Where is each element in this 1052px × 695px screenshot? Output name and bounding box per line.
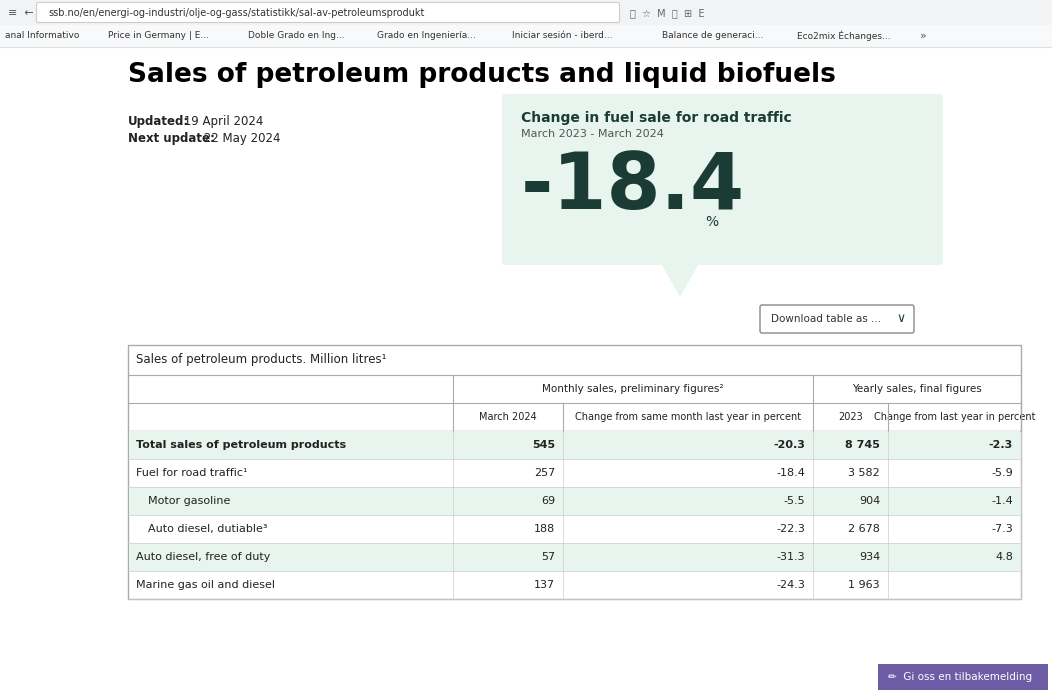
Polygon shape	[660, 262, 700, 297]
Text: 904: 904	[858, 496, 881, 506]
Text: -18.4: -18.4	[776, 468, 805, 478]
Text: Change from same month last year in percent: Change from same month last year in perc…	[575, 412, 801, 422]
FancyBboxPatch shape	[760, 305, 914, 333]
Text: Change in fuel sale for road traffic: Change in fuel sale for road traffic	[521, 111, 792, 125]
Text: 257: 257	[533, 468, 555, 478]
Text: ∨: ∨	[896, 313, 905, 325]
Text: 137: 137	[533, 580, 555, 590]
Text: ≡  ←: ≡ ←	[8, 8, 34, 18]
Text: 69: 69	[541, 496, 555, 506]
Text: -1.4: -1.4	[991, 496, 1013, 506]
Text: Updated:: Updated:	[128, 115, 189, 128]
Text: Next update:: Next update:	[128, 132, 215, 145]
Text: Download table as ...: Download table as ...	[771, 314, 882, 324]
Text: 3 582: 3 582	[848, 468, 881, 478]
Text: 2 678: 2 678	[848, 524, 881, 534]
Text: 19 April 2024: 19 April 2024	[180, 115, 263, 128]
Text: Yearly sales, final figures: Yearly sales, final figures	[852, 384, 982, 394]
Text: 188: 188	[533, 524, 555, 534]
Text: March 2024: March 2024	[479, 412, 537, 422]
Text: »: »	[920, 31, 927, 41]
Text: March 2023 - March 2024: March 2023 - March 2024	[521, 129, 664, 139]
Text: anal Informativo: anal Informativo	[5, 31, 79, 40]
FancyBboxPatch shape	[0, 25, 1052, 47]
Text: Price in Germany | E...: Price in Germany | E...	[107, 31, 208, 40]
Text: Sales of petroleum products. Million litres¹: Sales of petroleum products. Million lit…	[136, 354, 386, 366]
Text: 934: 934	[858, 552, 881, 562]
Text: %: %	[705, 215, 719, 229]
FancyBboxPatch shape	[878, 664, 1048, 690]
Text: Auto diesel, dutiable³: Auto diesel, dutiable³	[148, 524, 267, 534]
Text: Monthly sales, preliminary figures²: Monthly sales, preliminary figures²	[542, 384, 724, 394]
Text: Grado en Ingeniería...: Grado en Ingeniería...	[377, 31, 476, 40]
Text: 545: 545	[532, 440, 555, 450]
Text: -24.3: -24.3	[776, 580, 805, 590]
FancyBboxPatch shape	[128, 345, 1021, 599]
Text: ssb.no/en/energi-og-industri/olje-og-gass/statistikk/sal-av-petroleumsprodukt: ssb.no/en/energi-og-industri/olje-og-gas…	[48, 8, 424, 18]
Text: Marine gas oil and diesel: Marine gas oil and diesel	[136, 580, 275, 590]
Text: Auto diesel, free of duty: Auto diesel, free of duty	[136, 552, 270, 562]
Text: -5.9: -5.9	[991, 468, 1013, 478]
Text: -2.3: -2.3	[989, 440, 1013, 450]
Text: -22.3: -22.3	[776, 524, 805, 534]
FancyBboxPatch shape	[502, 94, 943, 265]
Text: -20.3: -20.3	[773, 440, 805, 450]
Text: Change from last year in percent: Change from last year in percent	[874, 412, 1035, 422]
FancyBboxPatch shape	[37, 3, 620, 22]
FancyBboxPatch shape	[129, 487, 1020, 515]
Text: 1 963: 1 963	[848, 580, 881, 590]
Text: Doble Grado en Ing...: Doble Grado en Ing...	[247, 31, 344, 40]
FancyBboxPatch shape	[129, 543, 1020, 571]
Text: 8 745: 8 745	[845, 440, 881, 450]
Text: Fuel for road traffic¹: Fuel for road traffic¹	[136, 468, 247, 478]
Text: -31.3: -31.3	[776, 552, 805, 562]
Text: 57: 57	[541, 552, 555, 562]
Text: Sales of petroleum products and liquid biofuels: Sales of petroleum products and liquid b…	[128, 62, 836, 88]
Text: Total sales of petroleum products: Total sales of petroleum products	[136, 440, 346, 450]
Text: Motor gasoline: Motor gasoline	[148, 496, 230, 506]
Text: Balance de generaci...: Balance de generaci...	[662, 31, 764, 40]
Text: -7.3: -7.3	[991, 524, 1013, 534]
FancyBboxPatch shape	[0, 0, 1052, 25]
Text: 🔍  ☆  M  🔔  ⊞  E: 🔍 ☆ M 🔔 ⊞ E	[630, 8, 705, 18]
Text: 4.8: 4.8	[995, 552, 1013, 562]
Text: ✏  Gi oss en tilbakemelding: ✏ Gi oss en tilbakemelding	[888, 672, 1032, 682]
FancyBboxPatch shape	[129, 431, 1020, 459]
Text: -18.4: -18.4	[521, 149, 745, 225]
Text: Iniciar sesión - iberd...: Iniciar sesión - iberd...	[511, 31, 612, 40]
Text: -5.5: -5.5	[784, 496, 805, 506]
Text: 22 May 2024: 22 May 2024	[200, 132, 281, 145]
Text: 2023: 2023	[838, 412, 863, 422]
Text: Eco2mix Échanges...: Eco2mix Échanges...	[796, 31, 890, 41]
